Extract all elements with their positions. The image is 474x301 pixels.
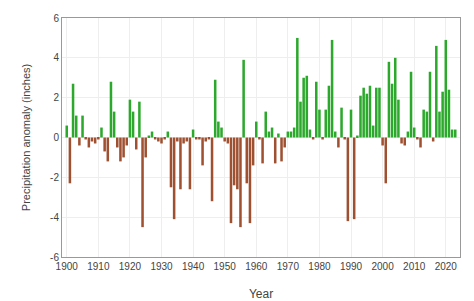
svg-text:1950: 1950	[214, 261, 237, 272]
svg-text:0: 0	[53, 132, 59, 143]
svg-text:-2: -2	[50, 172, 59, 183]
svg-text:-4: -4	[50, 212, 59, 223]
svg-text:1940: 1940	[182, 261, 205, 272]
svg-text:Year: Year	[249, 287, 273, 301]
svg-text:2: 2	[53, 92, 59, 103]
svg-text:1960: 1960	[245, 261, 268, 272]
svg-text:1930: 1930	[150, 261, 173, 272]
svg-text:-6: -6	[50, 252, 59, 263]
svg-text:1970: 1970	[277, 261, 300, 272]
svg-text:2010: 2010	[403, 261, 426, 272]
svg-text:4: 4	[53, 52, 59, 63]
svg-text:6: 6	[53, 13, 59, 24]
svg-text:2000: 2000	[371, 261, 394, 272]
svg-text:2020: 2020	[435, 261, 458, 272]
svg-text:1910: 1910	[87, 261, 110, 272]
svg-text:1990: 1990	[340, 261, 363, 272]
svg-text:1980: 1980	[308, 261, 331, 272]
svg-text:1920: 1920	[119, 261, 142, 272]
svg-text:1900: 1900	[56, 261, 79, 272]
svg-text:Precipitation anomaly (inches): Precipitation anomaly (inches)	[20, 64, 32, 211]
